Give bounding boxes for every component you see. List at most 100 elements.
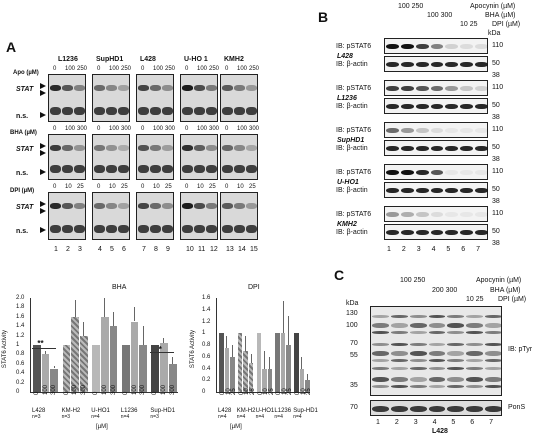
ns-band [74, 225, 85, 233]
stat-band [206, 203, 217, 209]
stat-band [94, 203, 105, 209]
ns-band [118, 107, 129, 115]
protein-band [415, 146, 429, 151]
bar-mark [256, 333, 262, 392]
y-axis [216, 298, 217, 392]
protein-band [430, 188, 444, 193]
dose-label: 0 [141, 66, 145, 72]
protein-band [372, 315, 389, 318]
group-label: Sup-HD1 [293, 408, 318, 414]
cell-header: L1236 [58, 56, 78, 63]
protein-band [447, 323, 465, 328]
emsa-blot [180, 192, 218, 240]
apo-row-label: Apo (µM) [13, 70, 39, 76]
lane-number: 2 [401, 246, 406, 253]
protein-band [466, 323, 484, 328]
bar-mark [305, 380, 310, 392]
protein-band [460, 62, 474, 67]
emsa-blot [220, 192, 258, 240]
ns-band [138, 225, 149, 233]
marker-label: 35 [350, 382, 358, 389]
lane-number: 3 [413, 419, 418, 426]
ns-band [118, 225, 129, 233]
dose-label: 250 [165, 66, 176, 72]
stat-band [94, 145, 105, 151]
protein-band [372, 377, 389, 382]
group-label: KM-H2 [61, 408, 81, 414]
ib-label: IB: β-actin [336, 145, 368, 152]
bha-doses: 100 300 [427, 12, 453, 19]
stat-band [138, 85, 149, 91]
ns-band [62, 107, 73, 115]
protein-band [372, 343, 389, 346]
dose-tick: 0 [34, 391, 40, 395]
x-axis [30, 392, 178, 393]
bar-mark [41, 354, 50, 392]
ns-band [138, 165, 149, 173]
stat-band [206, 145, 217, 151]
dose-label: 0 [225, 184, 229, 190]
ns-band [94, 107, 105, 115]
lane-number: 6 [122, 246, 126, 253]
dose-tick: 0 [122, 391, 129, 395]
protein-band [390, 367, 408, 370]
group-label: L1236 [120, 408, 138, 414]
kda-marker: 50 [492, 228, 500, 235]
dose-tick: 300 [140, 384, 147, 395]
dose-label: 10 [65, 184, 72, 190]
bar-mark [33, 345, 41, 392]
stat-band [150, 85, 161, 91]
error-bar [172, 356, 174, 364]
protein-band [485, 385, 502, 388]
protein-band [390, 323, 408, 328]
dose-tick: 0 [63, 391, 70, 395]
apo-label: Apocynin (µM) [470, 3, 516, 10]
panel-label-b: B [318, 9, 329, 25]
y-tick-label: 2.0 [16, 295, 25, 301]
protein-band [475, 44, 488, 49]
stat-band [94, 85, 105, 91]
lane-number: 4 [431, 246, 436, 253]
stat-band [222, 85, 233, 91]
protein-band [400, 230, 414, 235]
ns-band [234, 165, 245, 173]
blot-strip [384, 80, 488, 96]
protein-band [409, 377, 427, 382]
lane-number: 6 [461, 246, 466, 253]
dose-label: 0 [53, 126, 57, 132]
protein-band [466, 331, 484, 334]
protein-band [400, 86, 414, 91]
protein-band [386, 146, 399, 151]
lane-number: 2 [66, 246, 70, 253]
cell-line-label: L1236 [337, 95, 357, 102]
stat-band [138, 145, 149, 151]
dpi-row-label: DPI (µM) [10, 188, 35, 194]
group-n: n=3 [150, 414, 159, 420]
protein-band [447, 331, 465, 334]
lane-number: 1 [387, 246, 391, 253]
protein-band [372, 359, 389, 362]
protein-band [400, 104, 414, 109]
ns-band [234, 225, 245, 233]
stat-band [234, 145, 245, 151]
kda-marker: 50 [492, 144, 500, 151]
stat-band [118, 203, 129, 209]
protein-band [400, 170, 414, 175]
protein-band [428, 377, 446, 382]
ns-band [50, 225, 61, 233]
y-tick-label: 1.6 [16, 313, 25, 320]
protein-band [409, 315, 427, 318]
emsa-blot [92, 74, 130, 122]
cell-line-label: KMH2 [337, 221, 357, 228]
ib-label: IB: pSTAT6 [336, 127, 372, 134]
protein-band [475, 188, 488, 193]
y-tick-label: 0.6 [16, 360, 25, 367]
protein-band [409, 323, 427, 328]
y-tick-label: 0.4 [202, 365, 211, 372]
ib-label: IB: pSTAT6 [336, 43, 372, 50]
bar-mark [224, 347, 230, 392]
apo-label: Apocynin (µM) [476, 277, 522, 284]
protein-band [485, 406, 502, 412]
ns-band [222, 225, 233, 233]
bha-chart: BHA STAT6 Activity 0 0.2 0.4 0.6 0.8 1 1.2 1.4 1… [0, 282, 185, 432]
